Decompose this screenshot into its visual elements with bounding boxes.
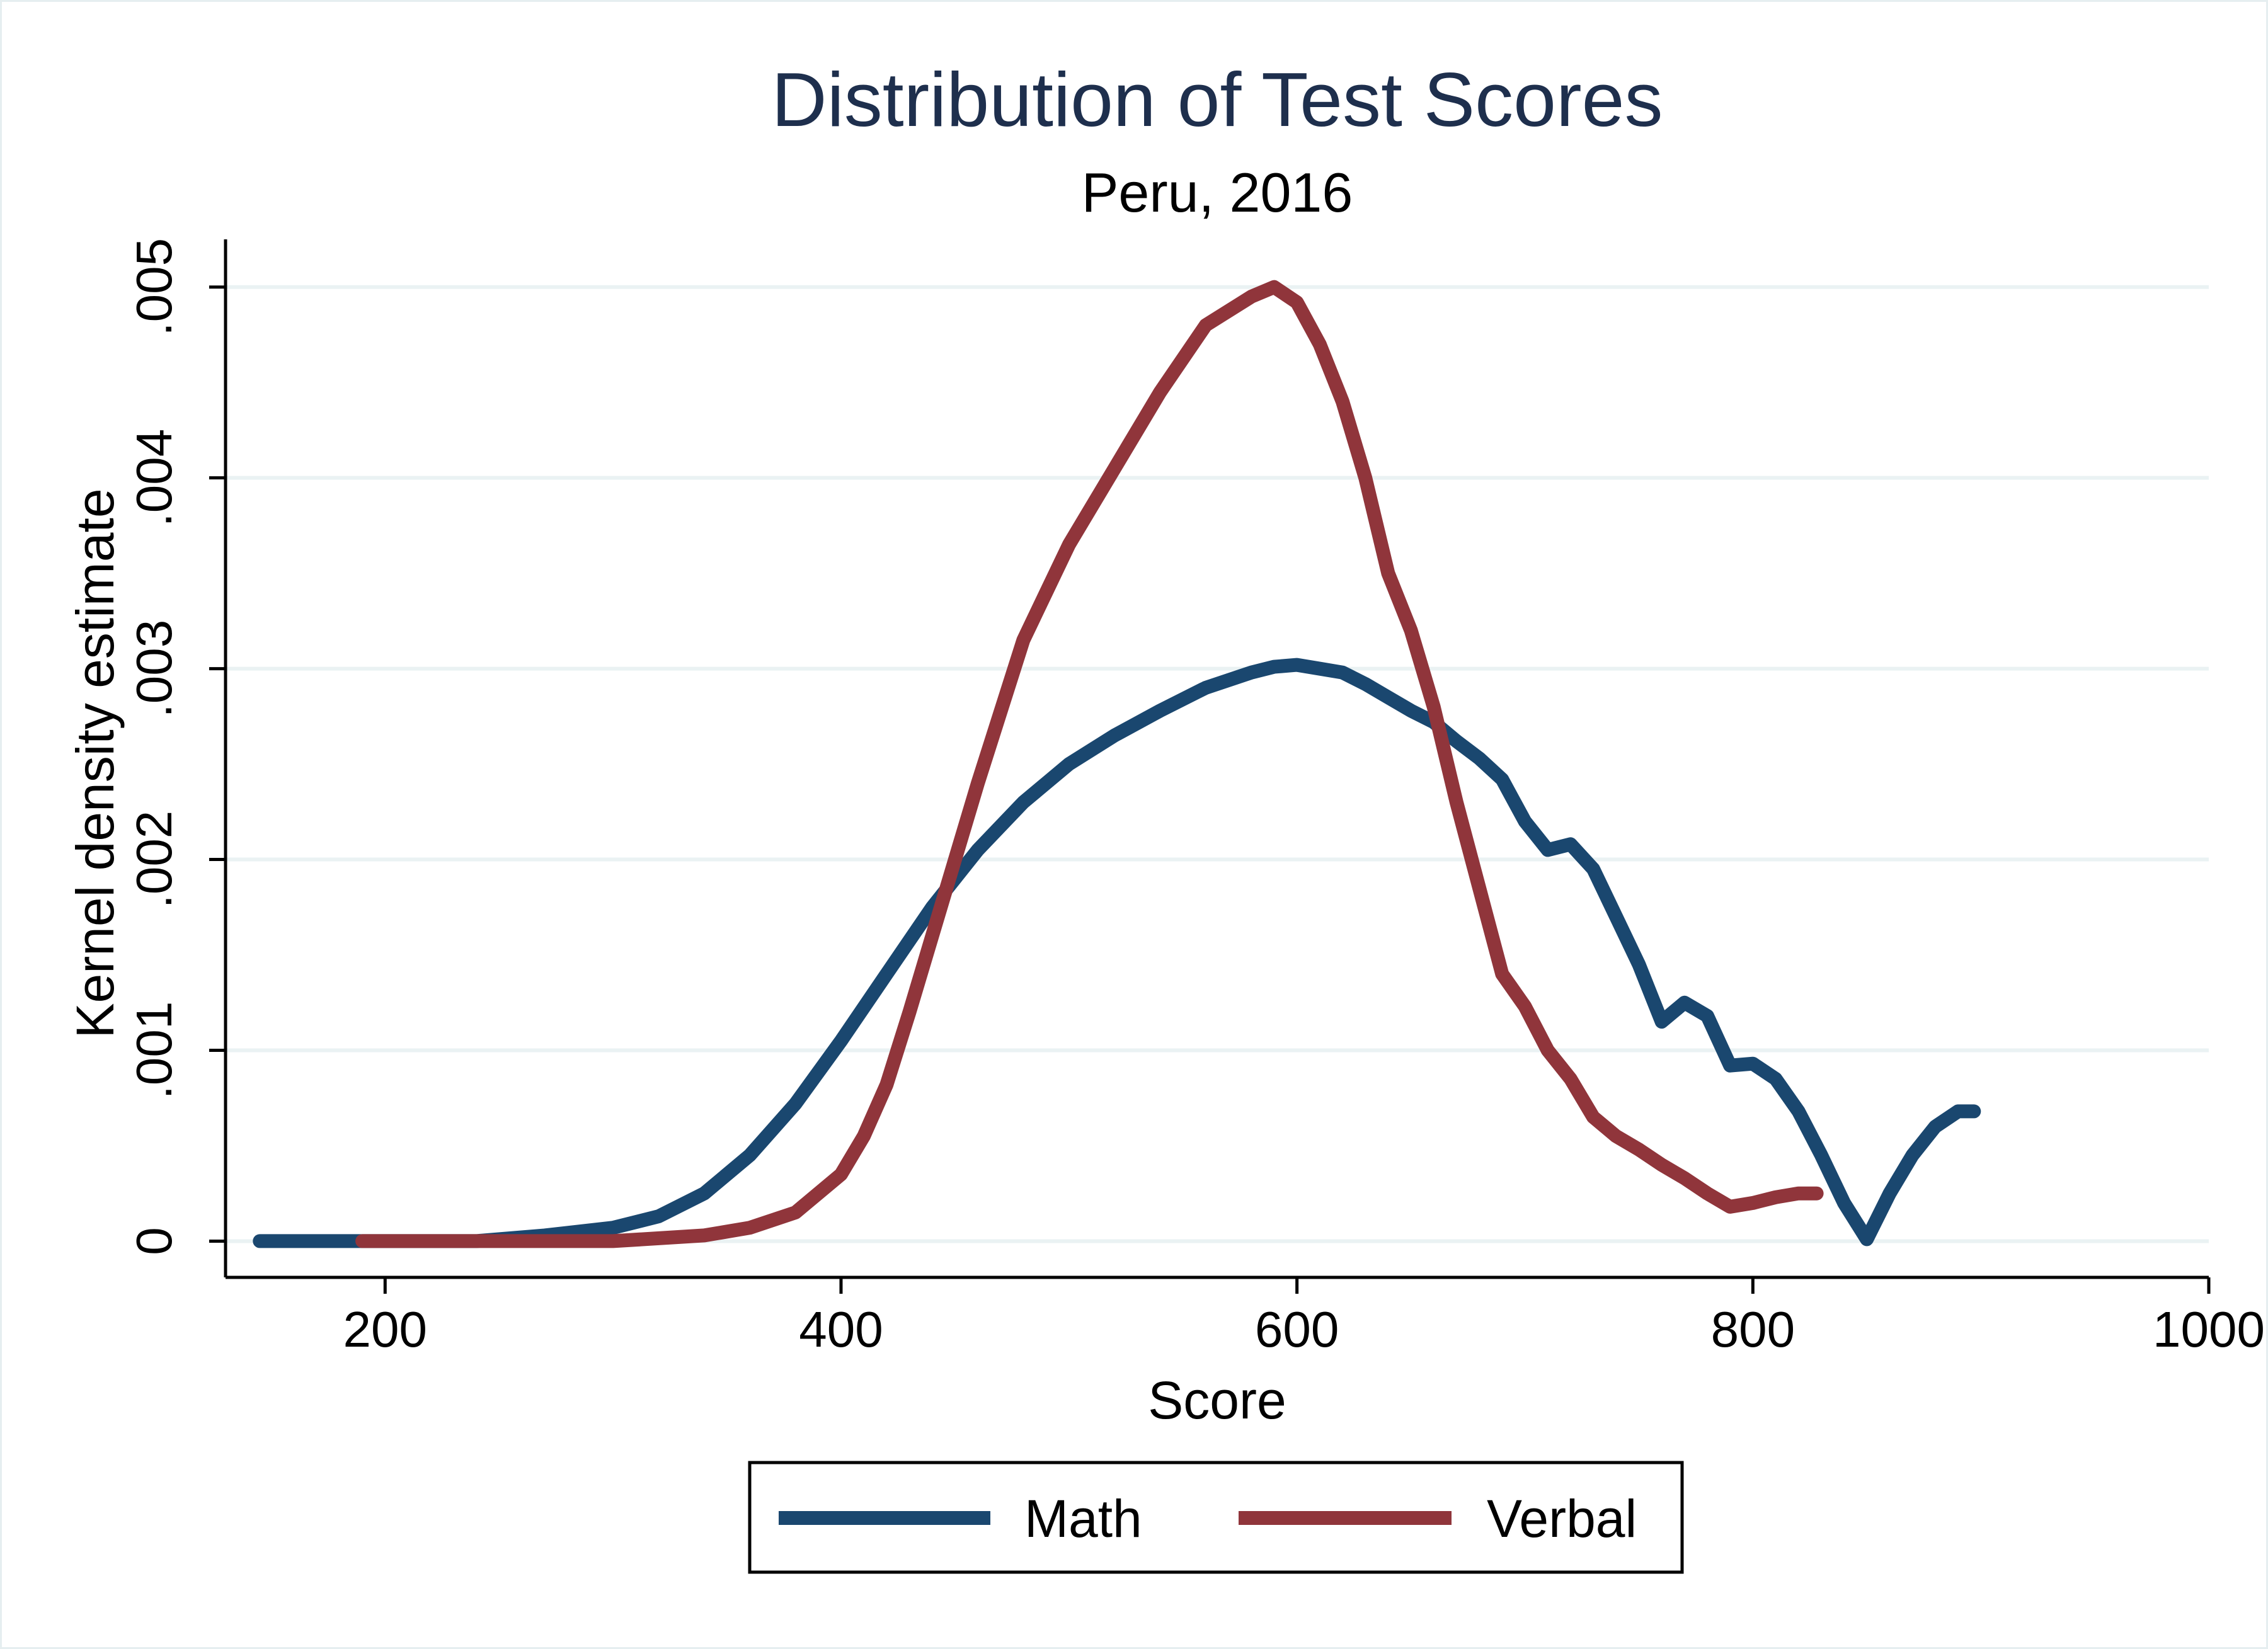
y-tick-label: .002 bbox=[126, 811, 182, 909]
x-tick-label: 400 bbox=[799, 1301, 883, 1357]
plot-series bbox=[253, 280, 1981, 1248]
x-tick-label: 1000 bbox=[2153, 1301, 2265, 1357]
y-axis-ticks: 0 .001 .002 .003 .004 .005 bbox=[126, 238, 226, 1255]
x-tick-label: 800 bbox=[1711, 1301, 1795, 1357]
x-axis-ticks: 200 400 600 800 1000 bbox=[343, 1277, 2265, 1357]
y-tick-label: .005 bbox=[126, 238, 182, 336]
chart-subtitle: Peru, 2016 bbox=[1082, 161, 1353, 224]
y-tick-label: .001 bbox=[126, 1001, 182, 1100]
grid-lines bbox=[226, 285, 2209, 1243]
y-tick-label: .004 bbox=[126, 429, 182, 527]
legend: Math Verbal bbox=[748, 1461, 1684, 1574]
chart-title: Distribution of Test Scores bbox=[772, 57, 1663, 142]
x-tick-label: 600 bbox=[1255, 1301, 1339, 1357]
legend-label-math: Math bbox=[1024, 1489, 1142, 1548]
series-line-verbal bbox=[355, 280, 1824, 1248]
y-axis-label: Kernel density estimate bbox=[66, 488, 125, 1038]
series-line-math bbox=[253, 658, 1981, 1248]
x-axis-label: Score bbox=[1148, 1371, 1286, 1430]
legend-label-verbal: Verbal bbox=[1487, 1489, 1637, 1548]
x-tick-label: 200 bbox=[343, 1301, 427, 1357]
y-tick-label: 0 bbox=[126, 1227, 182, 1255]
y-tick-label: .003 bbox=[126, 620, 182, 718]
